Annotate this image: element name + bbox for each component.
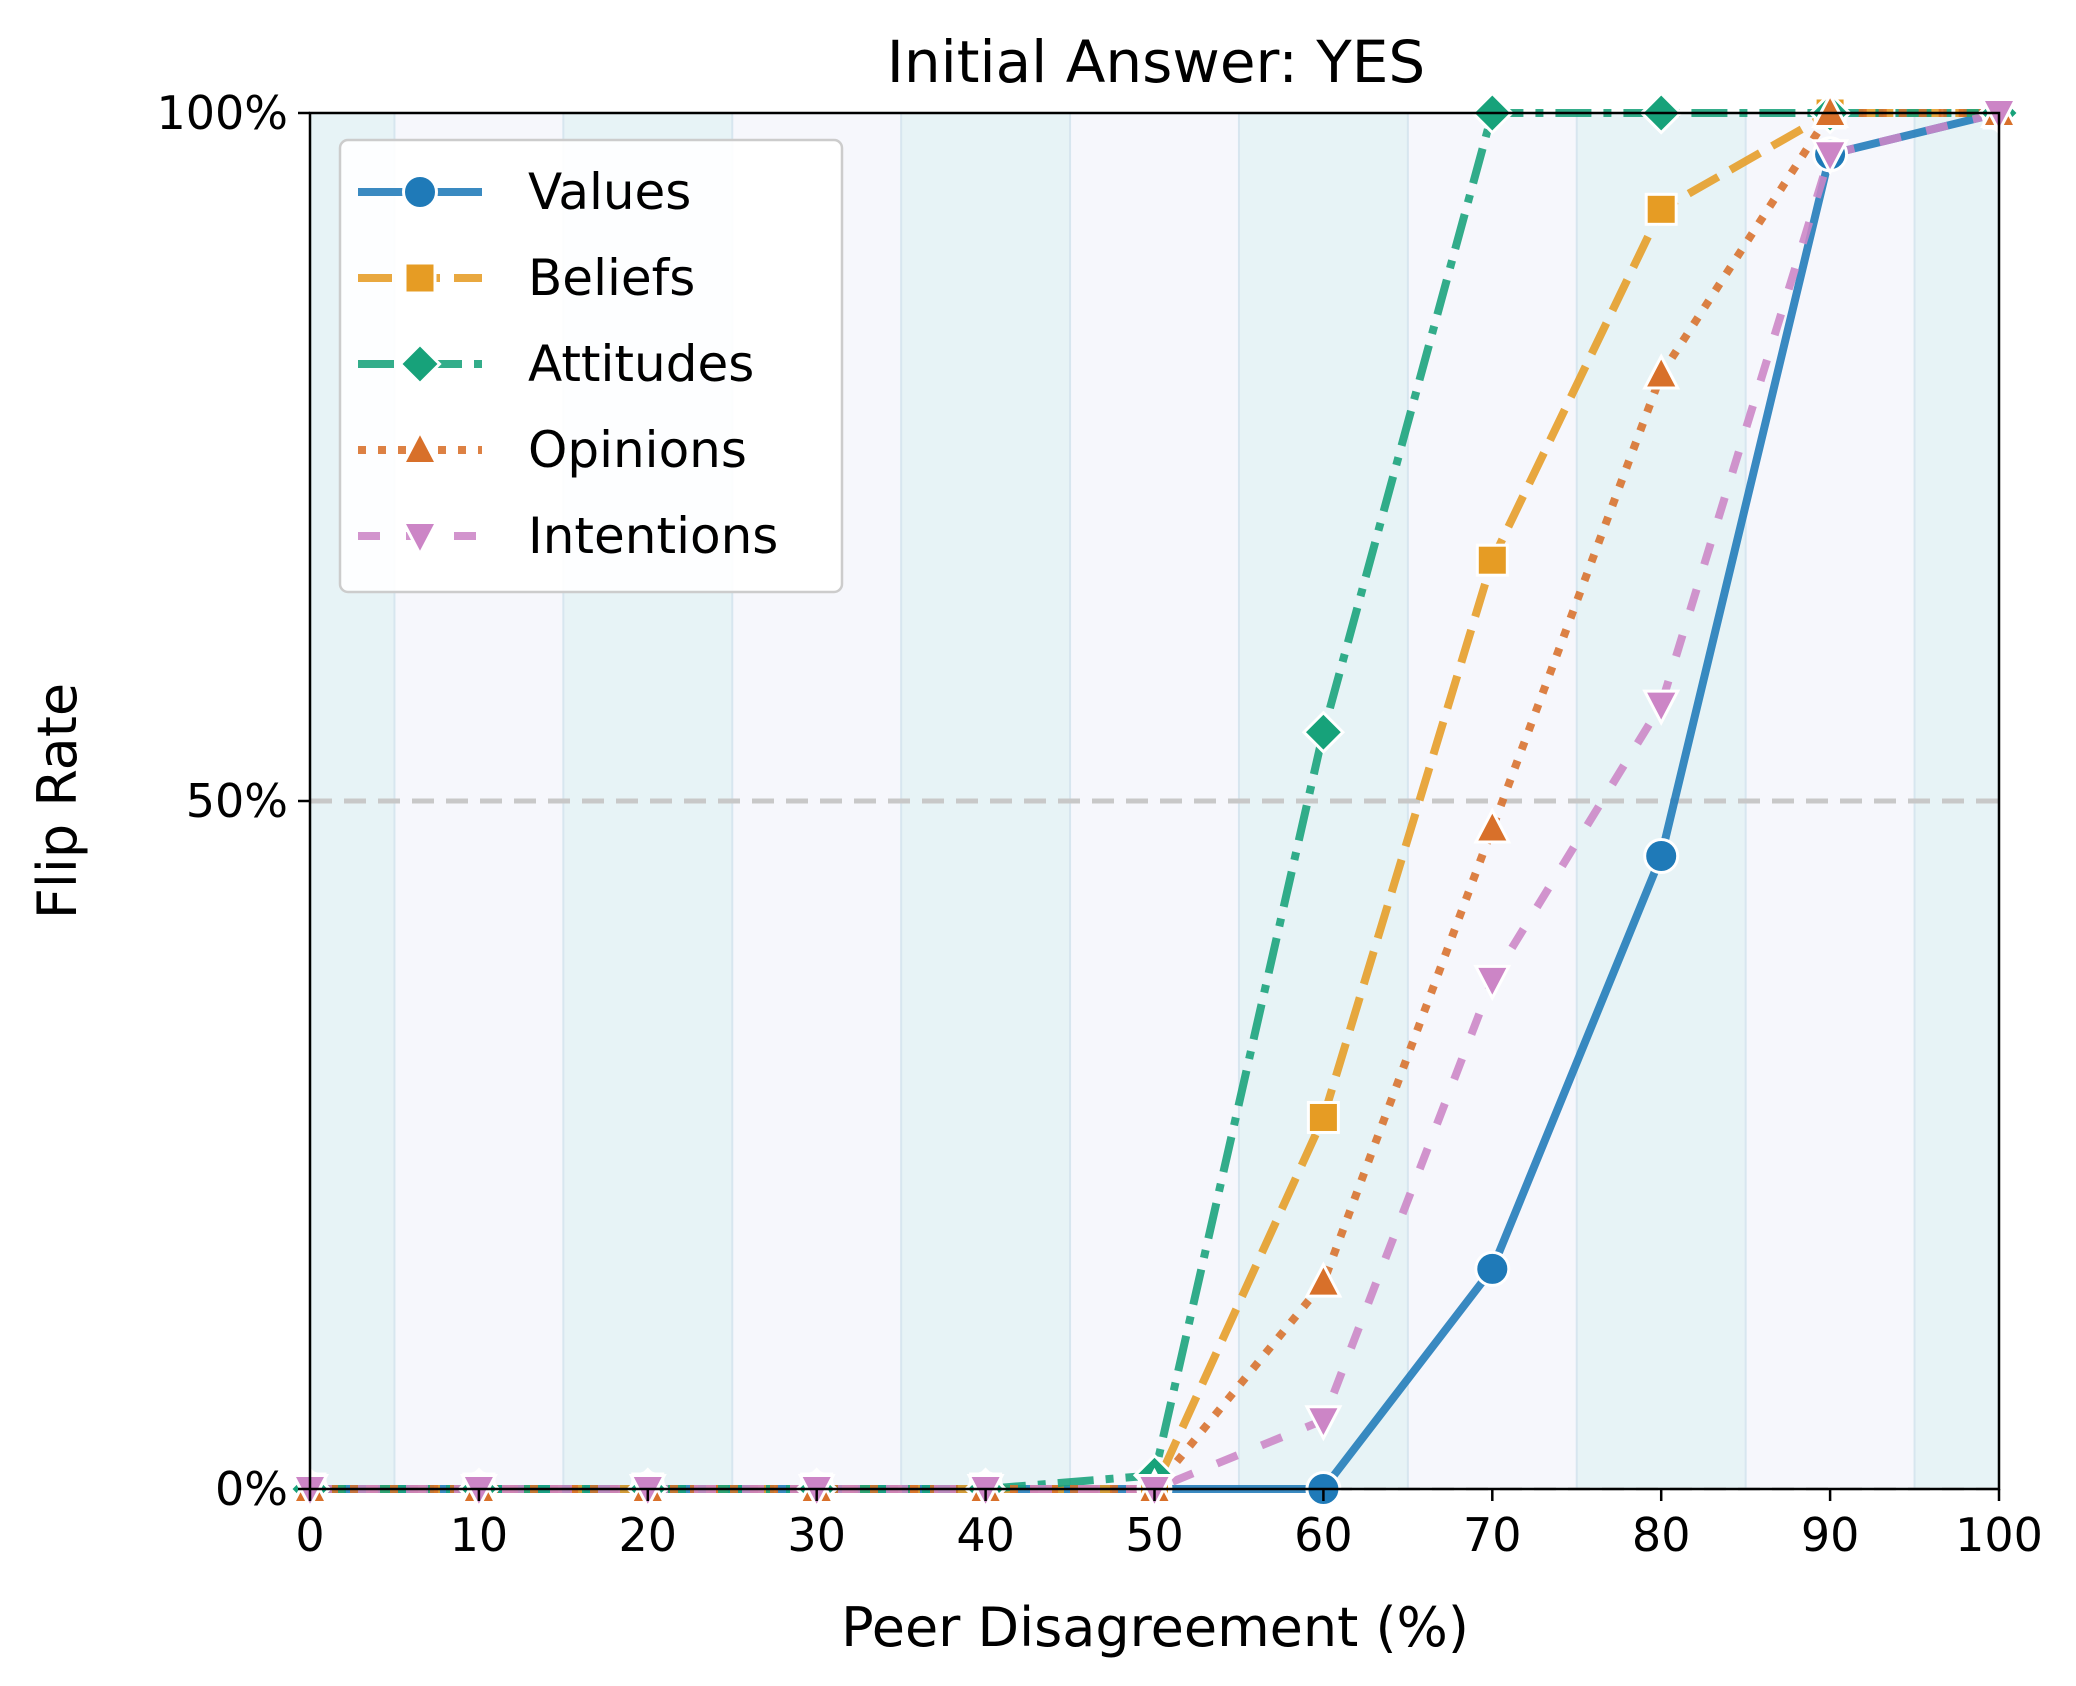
y-tick-label-2: 100% (156, 86, 288, 140)
marker-intentions-90 (1811, 139, 1850, 176)
legend-label-values: Values (528, 163, 691, 221)
x-axis-label: Peer Disagreement (%) (841, 1596, 1469, 1659)
marker-opinions-60 (1304, 1261, 1343, 1298)
x-tick-label-60: 60 (1294, 1508, 1353, 1562)
x-axis: 0 10 20 30 40 50 60 70 80 90 100 (295, 1489, 2043, 1562)
marker-values-70 (1474, 1250, 1511, 1287)
legend-label-opinions: Opinions (528, 421, 747, 479)
x-tick-label-80: 80 (1632, 1508, 1691, 1562)
legend: Values Beliefs Attitudes Opinions Intentions (338, 138, 844, 594)
marker-beliefs-80 (1644, 192, 1678, 226)
marker-opinions-80 (1642, 353, 1681, 390)
marker-opinions-90 (1811, 91, 1850, 128)
y-tick-label-1: 50% (186, 774, 288, 828)
x-tick-label-100: 100 (1955, 1508, 2043, 1562)
legend-marker-intentions (401, 521, 439, 558)
legend-box (338, 138, 844, 594)
x-tick-label-10: 10 (450, 1508, 509, 1562)
marker-attitudes-60 (1301, 710, 1346, 754)
legend-marker-beliefs (403, 261, 437, 295)
y-tick-label-0: 0% (215, 1462, 288, 1516)
x-tick-label-30: 30 (787, 1508, 846, 1562)
marker-values-80 (1643, 838, 1680, 875)
series-markers (288, 91, 2021, 1511)
marker-beliefs-70 (1475, 543, 1509, 577)
x-tick-label-20: 20 (619, 1508, 678, 1562)
marker-intentions-60 (1304, 1405, 1343, 1442)
y-axis-label: Flip Rate (26, 683, 89, 919)
marker-opinions-70 (1473, 807, 1512, 844)
x-tick-label-70: 70 (1463, 1508, 1522, 1562)
x-tick-label-0: 0 (295, 1508, 324, 1562)
y-axis: 0% 50% 100% (156, 86, 310, 1516)
legend-marker-attitudes (398, 342, 442, 386)
legend-label-intentions: Intentions (528, 507, 778, 565)
marker-intentions-80 (1642, 689, 1681, 726)
x-tick-label-50: 50 (1125, 1508, 1184, 1562)
marker-beliefs-60 (1306, 1100, 1340, 1134)
legend-marker-opinions (401, 428, 439, 465)
legend-marker-values (402, 174, 438, 210)
chart-title: Initial Answer: YES (887, 28, 1425, 96)
legend-label-attitudes: Attitudes (528, 335, 754, 393)
legend-label-beliefs: Beliefs (528, 249, 695, 307)
x-tick-label-40: 40 (956, 1508, 1015, 1562)
x-tick-label-90: 90 (1801, 1508, 1860, 1562)
marker-intentions-70 (1473, 964, 1512, 1002)
